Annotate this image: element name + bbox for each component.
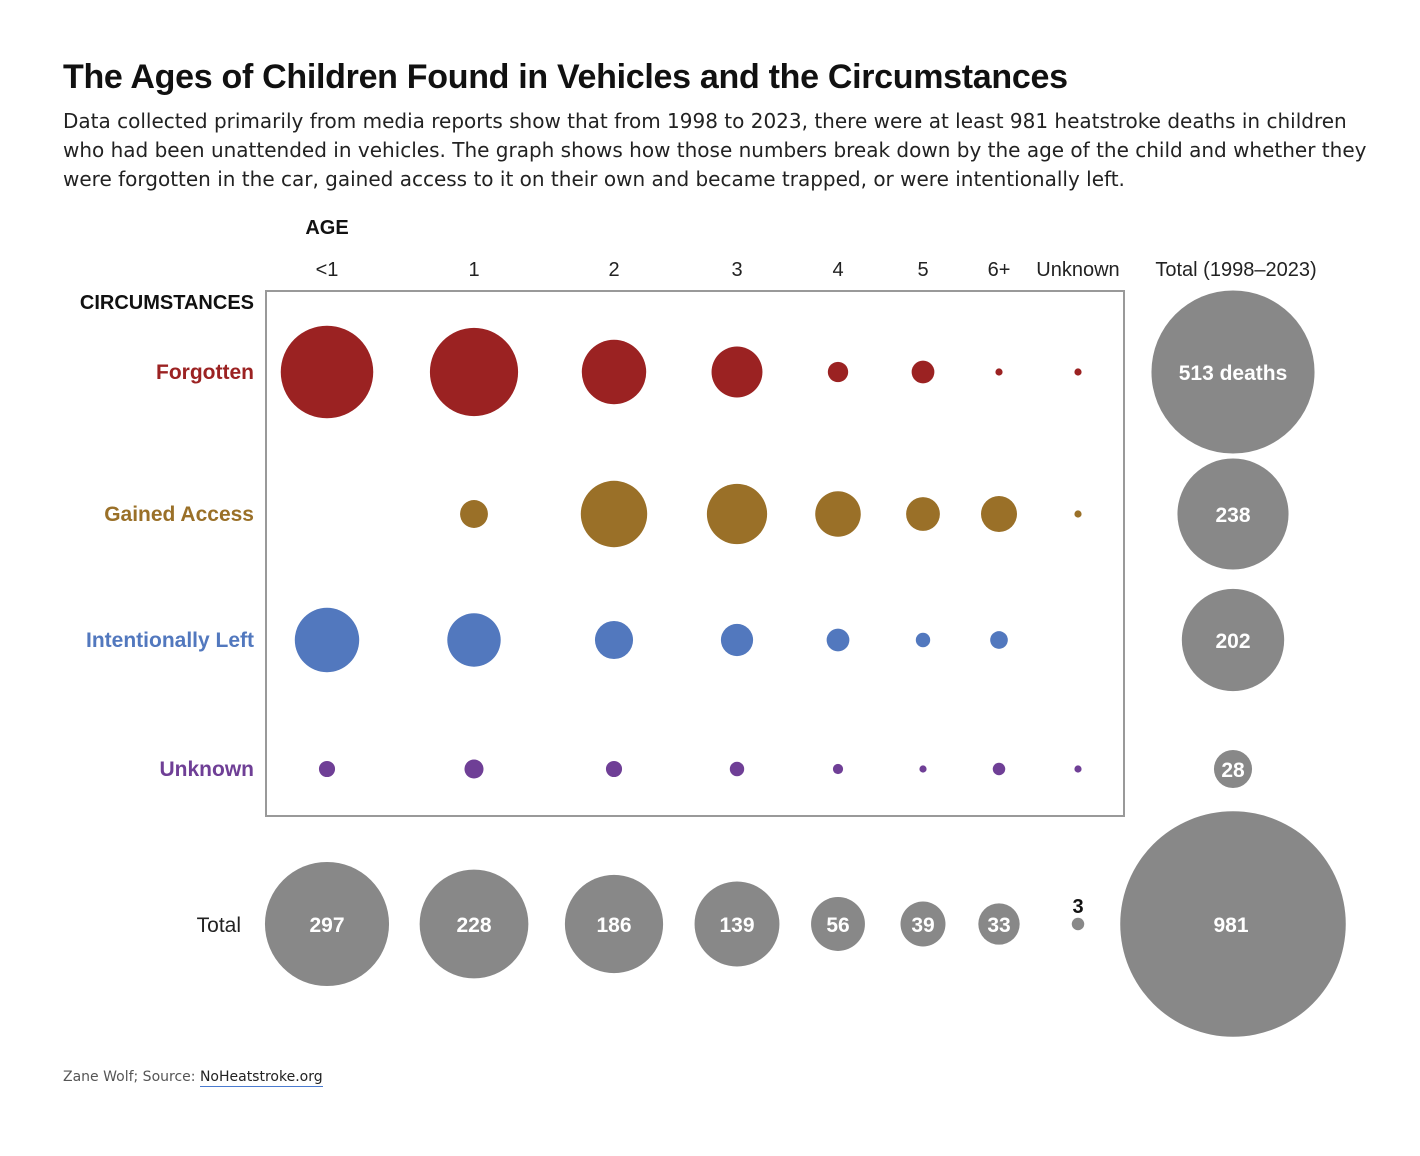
bubble-forgotten-2 [581, 339, 647, 405]
footer: Zane Wolf; Source: NoHeatstroke.org [63, 1069, 323, 1087]
chart-title: The Ages of Children Found in Vehicles a… [63, 58, 1068, 96]
age-total-label-4: 56 [826, 914, 849, 937]
age-total-bubble-5 [900, 901, 946, 947]
bubble-intentionally-left-2 [594, 620, 634, 660]
age-total-bubble-6-plus [978, 903, 1020, 945]
bubble-forgotten-4 [827, 361, 849, 383]
bubble-unknown-3 [729, 761, 745, 777]
bubble-unknown-5 [919, 765, 927, 773]
age-total-bubble-under-1 [264, 861, 390, 987]
age-total-label-under-1: 297 [309, 914, 344, 937]
age-total-bubble-unknown [1071, 917, 1085, 931]
bubble-gained-access-4 [815, 491, 861, 537]
bubble-unknown-unknown [1074, 765, 1082, 773]
chart-subtitle: Data collected primarily from media repo… [63, 109, 1367, 191]
age-total-label-2: 186 [596, 914, 631, 937]
age-total-bubble-2 [564, 874, 664, 974]
bubble-intentionally-left-3 [720, 623, 754, 657]
bubble-forgotten-5 [911, 360, 935, 384]
bubble-gained-access-2 [580, 480, 648, 548]
age-label-1: 1 [468, 259, 479, 281]
age-total-label-unknown: 3 [1072, 896, 1083, 918]
total-column-label: Total (1998–2023) [1155, 259, 1316, 281]
age-label-3: 3 [731, 259, 742, 281]
bubble-forgotten-under-1 [280, 325, 374, 419]
footer-credit: Zane Wolf; Source: [63, 1069, 200, 1085]
age-total-label-6-plus: 33 [987, 914, 1010, 937]
age-label-unknown: Unknown [1036, 259, 1119, 281]
row-label-forgotten: Forgotten [156, 361, 254, 384]
bubble-unknown-6-plus [992, 762, 1006, 776]
bubble-unknown-4 [832, 763, 844, 775]
bubble-intentionally-left-1 [447, 613, 501, 667]
matrix-frame [265, 290, 1125, 817]
circumstances-axis-title: CIRCUMSTANCES [80, 292, 254, 314]
row-label-intentionally-left: Intentionally Left [86, 629, 254, 652]
row-total-label-intentionally-left: 202 [1215, 630, 1250, 653]
age-axis-title: AGE [305, 217, 348, 239]
age-total-bubble-3 [694, 881, 780, 967]
bubble-forgotten-unknown [1074, 368, 1082, 376]
row-total-bubble-intentionally-left [1181, 588, 1285, 692]
age-label-2: 2 [608, 259, 619, 281]
row-label-unknown: Unknown [160, 758, 255, 781]
age-total-bubble-1 [419, 869, 529, 979]
age-total-label-5: 39 [911, 914, 934, 937]
row-total-bubble-forgotten [1151, 290, 1315, 454]
bubble-gained-access-3 [706, 483, 768, 545]
bubble-intentionally-left-under-1 [294, 607, 360, 673]
bubble-gained-access-1 [460, 500, 488, 528]
bubble-forgotten-3 [711, 346, 763, 398]
source-link[interactable]: NoHeatstroke.org [199, 1069, 323, 1087]
row-label-gained-access: Gained Access [104, 503, 254, 526]
age-total-label-3: 139 [719, 914, 754, 937]
age-label-4: 4 [832, 259, 843, 281]
grand-total-label: 981 [1213, 914, 1248, 937]
total-row-label: Total [197, 914, 241, 937]
age-total-label-1: 228 [456, 914, 491, 937]
bubble-gained-access-6-plus [981, 496, 1017, 532]
row-total-label-unknown: 28 [1221, 759, 1245, 782]
bubble-forgotten-1 [429, 327, 519, 417]
age-label-6-plus: 6+ [988, 259, 1011, 281]
bubble-unknown-1 [464, 759, 484, 779]
bubble-gained-access-5 [906, 497, 940, 531]
age-total-bubble-4 [811, 897, 865, 951]
age-label-5: 5 [917, 259, 928, 281]
bubble-unknown-under-1 [318, 760, 336, 778]
bubble-forgotten-6-plus [995, 368, 1003, 376]
row-total-bubble-unknown [1213, 749, 1253, 789]
row-total-label-forgotten: 513 deaths [1179, 362, 1288, 385]
grand-total-bubble [1120, 811, 1346, 1037]
bubble-gained-access-unknown [1074, 510, 1082, 518]
bubble-intentionally-left-4 [826, 628, 850, 652]
bubble-unknown-2 [605, 760, 623, 778]
bubble-intentionally-left-5 [915, 632, 931, 648]
bubble-intentionally-left-6-plus [990, 631, 1008, 649]
row-total-bubble-gained-access [1177, 458, 1289, 570]
age-label-under-1: <1 [316, 259, 339, 281]
row-total-label-gained-access: 238 [1215, 504, 1250, 527]
